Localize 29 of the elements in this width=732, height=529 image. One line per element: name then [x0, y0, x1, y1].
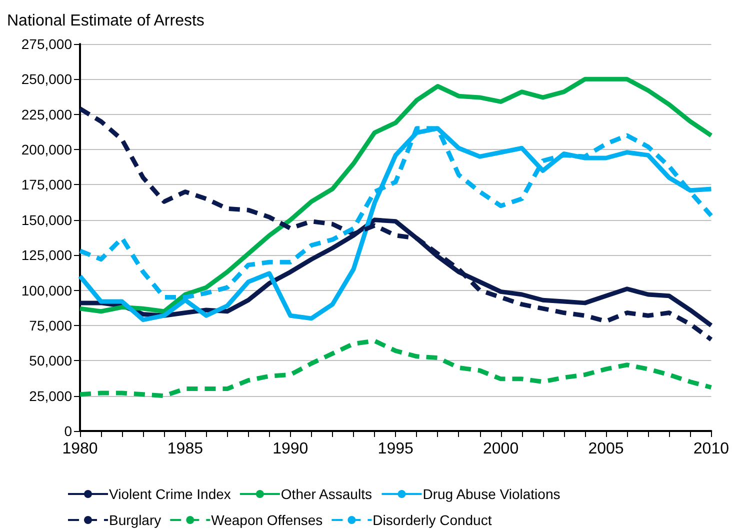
- legend-label: Violent Crime Index: [109, 486, 231, 502]
- y-tick-label: 100,000: [21, 282, 72, 298]
- x-tick-label: 2010: [693, 440, 730, 458]
- y-tick-label: 250,000: [21, 71, 72, 88]
- y-tick-label: 150,000: [21, 212, 72, 228]
- y-tick-label: 0: [64, 423, 72, 439]
- line-series: [78, 338, 714, 398]
- x-tick-label: 2005: [588, 440, 624, 458]
- y-tick-label: 75,000: [29, 317, 72, 334]
- y-tick-label: 225,000: [21, 106, 72, 122]
- line-series: [78, 76, 714, 314]
- line-series: [78, 106, 714, 342]
- x-tick-label: 1985: [167, 440, 204, 458]
- legend-label: Drug Abuse Violations: [422, 486, 560, 502]
- legend-label: Burglary: [109, 512, 162, 528]
- chart-title: National Estimate of Arrests: [7, 12, 204, 30]
- x-tick-label: 1990: [272, 440, 308, 458]
- x-tick-label: 2000: [483, 440, 519, 458]
- x-tick-label: 1980: [62, 440, 98, 458]
- y-tick-label: 200,000: [21, 142, 72, 158]
- legend-label: Weapon Offenses: [211, 512, 323, 528]
- y-tick-label: 125,000: [21, 247, 72, 264]
- legend-label: Other Assaults: [280, 486, 372, 502]
- y-tick-label: 50,000: [29, 352, 72, 369]
- y-tick-label: 275,000: [21, 36, 72, 52]
- x-tick-label: 1995: [378, 440, 414, 458]
- y-tick-label: 25,000: [29, 388, 72, 404]
- legend-label: Disorderly Conduct: [372, 512, 492, 528]
- y-tick-label: 175,000: [21, 176, 72, 193]
